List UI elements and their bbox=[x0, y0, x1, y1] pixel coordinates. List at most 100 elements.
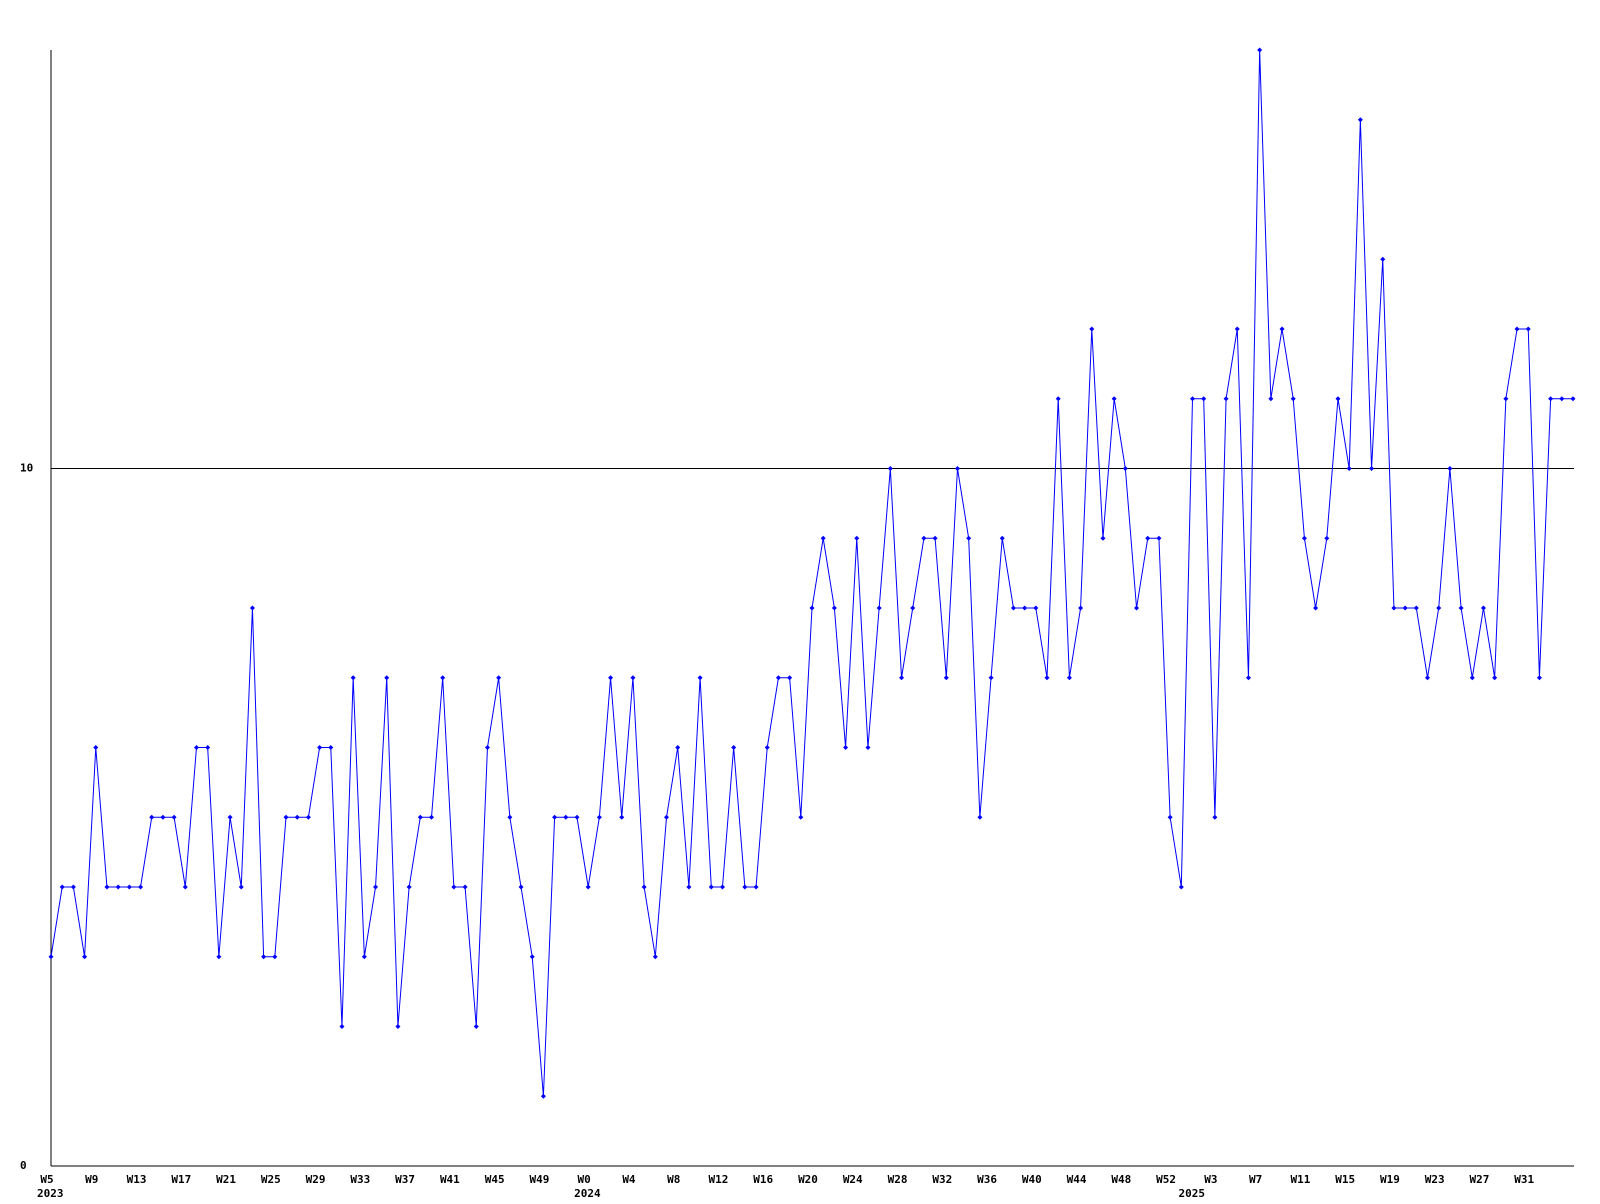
point-marker bbox=[384, 675, 390, 681]
point-marker bbox=[216, 954, 222, 960]
point-marker bbox=[954, 466, 960, 471]
point-marker bbox=[406, 884, 412, 890]
point-marker bbox=[708, 884, 714, 890]
x-tick-label: W49 bbox=[529, 1173, 549, 1186]
point-marker bbox=[48, 954, 54, 960]
point-marker bbox=[1503, 396, 1509, 402]
point-marker bbox=[138, 884, 144, 890]
x-year-label: 2024 bbox=[574, 1187, 601, 1200]
point-marker bbox=[1548, 396, 1554, 402]
point-marker bbox=[328, 745, 334, 750]
point-marker bbox=[697, 675, 703, 681]
point-marker bbox=[507, 814, 513, 820]
point-marker bbox=[1033, 605, 1039, 611]
point-marker bbox=[429, 814, 434, 820]
point-marker bbox=[664, 814, 670, 820]
point-marker bbox=[395, 1024, 401, 1029]
x-tick-label: W44 bbox=[1067, 1173, 1087, 1186]
x-tick-label: W41 bbox=[440, 1173, 460, 1186]
x-tick-label: W0 bbox=[578, 1173, 591, 1186]
point-marker bbox=[440, 675, 446, 681]
point-marker bbox=[238, 884, 244, 890]
point-marker bbox=[227, 814, 233, 820]
point-marker bbox=[719, 884, 725, 890]
point-marker bbox=[1010, 605, 1016, 611]
x-tick-label: W37 bbox=[395, 1173, 415, 1186]
point-marker bbox=[1313, 605, 1319, 611]
point-marker bbox=[910, 605, 916, 611]
point-marker bbox=[540, 1093, 546, 1099]
point-marker bbox=[1301, 535, 1307, 541]
point-marker bbox=[160, 814, 166, 820]
point-marker bbox=[294, 814, 300, 820]
x-tick-label: W27 bbox=[1470, 1173, 1490, 1186]
point-marker bbox=[339, 1024, 345, 1029]
point-marker bbox=[1257, 47, 1263, 53]
x-tick-label: W40 bbox=[1022, 1173, 1042, 1186]
point-marker bbox=[1570, 396, 1576, 402]
point-marker bbox=[742, 884, 748, 890]
point-marker bbox=[619, 814, 625, 820]
point-marker bbox=[1100, 535, 1106, 541]
point-marker bbox=[193, 745, 199, 750]
point-marker bbox=[1492, 675, 1498, 681]
point-marker bbox=[373, 884, 379, 890]
point-marker bbox=[1078, 605, 1084, 611]
point-marker bbox=[115, 884, 121, 890]
point-marker bbox=[59, 884, 65, 890]
y-tick-label: 10 bbox=[20, 462, 33, 475]
point-marker bbox=[1469, 675, 1475, 681]
x-tick-label: W45 bbox=[485, 1173, 505, 1186]
point-marker bbox=[1357, 117, 1363, 123]
x-tick-label: W21 bbox=[216, 1173, 236, 1186]
x-tick-label: W11 bbox=[1290, 1173, 1310, 1186]
x-year-label: 2025 bbox=[1179, 1187, 1206, 1200]
point-marker bbox=[171, 814, 177, 820]
x-tick-label: W15 bbox=[1335, 1173, 1355, 1186]
point-marker bbox=[596, 814, 602, 820]
point-marker bbox=[831, 605, 837, 611]
point-marker bbox=[305, 814, 311, 820]
point-marker bbox=[899, 675, 905, 681]
point-marker bbox=[854, 535, 860, 541]
x-tick-label: W17 bbox=[171, 1173, 191, 1186]
point-marker bbox=[966, 535, 972, 541]
point-marker bbox=[574, 814, 580, 820]
point-marker bbox=[787, 675, 793, 681]
point-marker bbox=[1044, 675, 1050, 681]
point-marker bbox=[1122, 466, 1128, 471]
x-tick-label: W36 bbox=[977, 1173, 997, 1186]
point-marker bbox=[361, 954, 367, 960]
y-tick-label: 0 bbox=[20, 1159, 27, 1172]
point-marker bbox=[999, 535, 1005, 541]
x-tick-label: W8 bbox=[667, 1173, 680, 1186]
point-marker bbox=[977, 814, 983, 820]
point-marker bbox=[1167, 814, 1173, 820]
point-marker bbox=[1190, 396, 1195, 402]
point-marker bbox=[1346, 466, 1352, 471]
point-marker bbox=[753, 884, 759, 890]
x-tick-label: W33 bbox=[350, 1173, 370, 1186]
x-tick-label: W5 bbox=[40, 1173, 53, 1186]
x-tick-label: W19 bbox=[1380, 1173, 1400, 1186]
point-marker bbox=[205, 745, 211, 750]
x-tick-label: W4 bbox=[622, 1173, 636, 1186]
point-marker bbox=[1324, 535, 1330, 541]
point-marker bbox=[843, 745, 849, 750]
point-marker bbox=[809, 605, 815, 611]
point-marker bbox=[104, 884, 110, 890]
point-marker bbox=[1268, 396, 1274, 402]
point-marker bbox=[1022, 605, 1028, 611]
point-marker bbox=[865, 745, 871, 750]
point-marker bbox=[764, 745, 770, 750]
point-marker bbox=[1201, 396, 1207, 402]
point-marker bbox=[608, 675, 614, 681]
point-marker bbox=[1436, 605, 1442, 611]
point-marker bbox=[1425, 675, 1431, 681]
point-marker bbox=[518, 884, 524, 890]
point-marker bbox=[820, 535, 826, 541]
point-marker bbox=[585, 884, 591, 890]
point-marker bbox=[775, 675, 781, 681]
